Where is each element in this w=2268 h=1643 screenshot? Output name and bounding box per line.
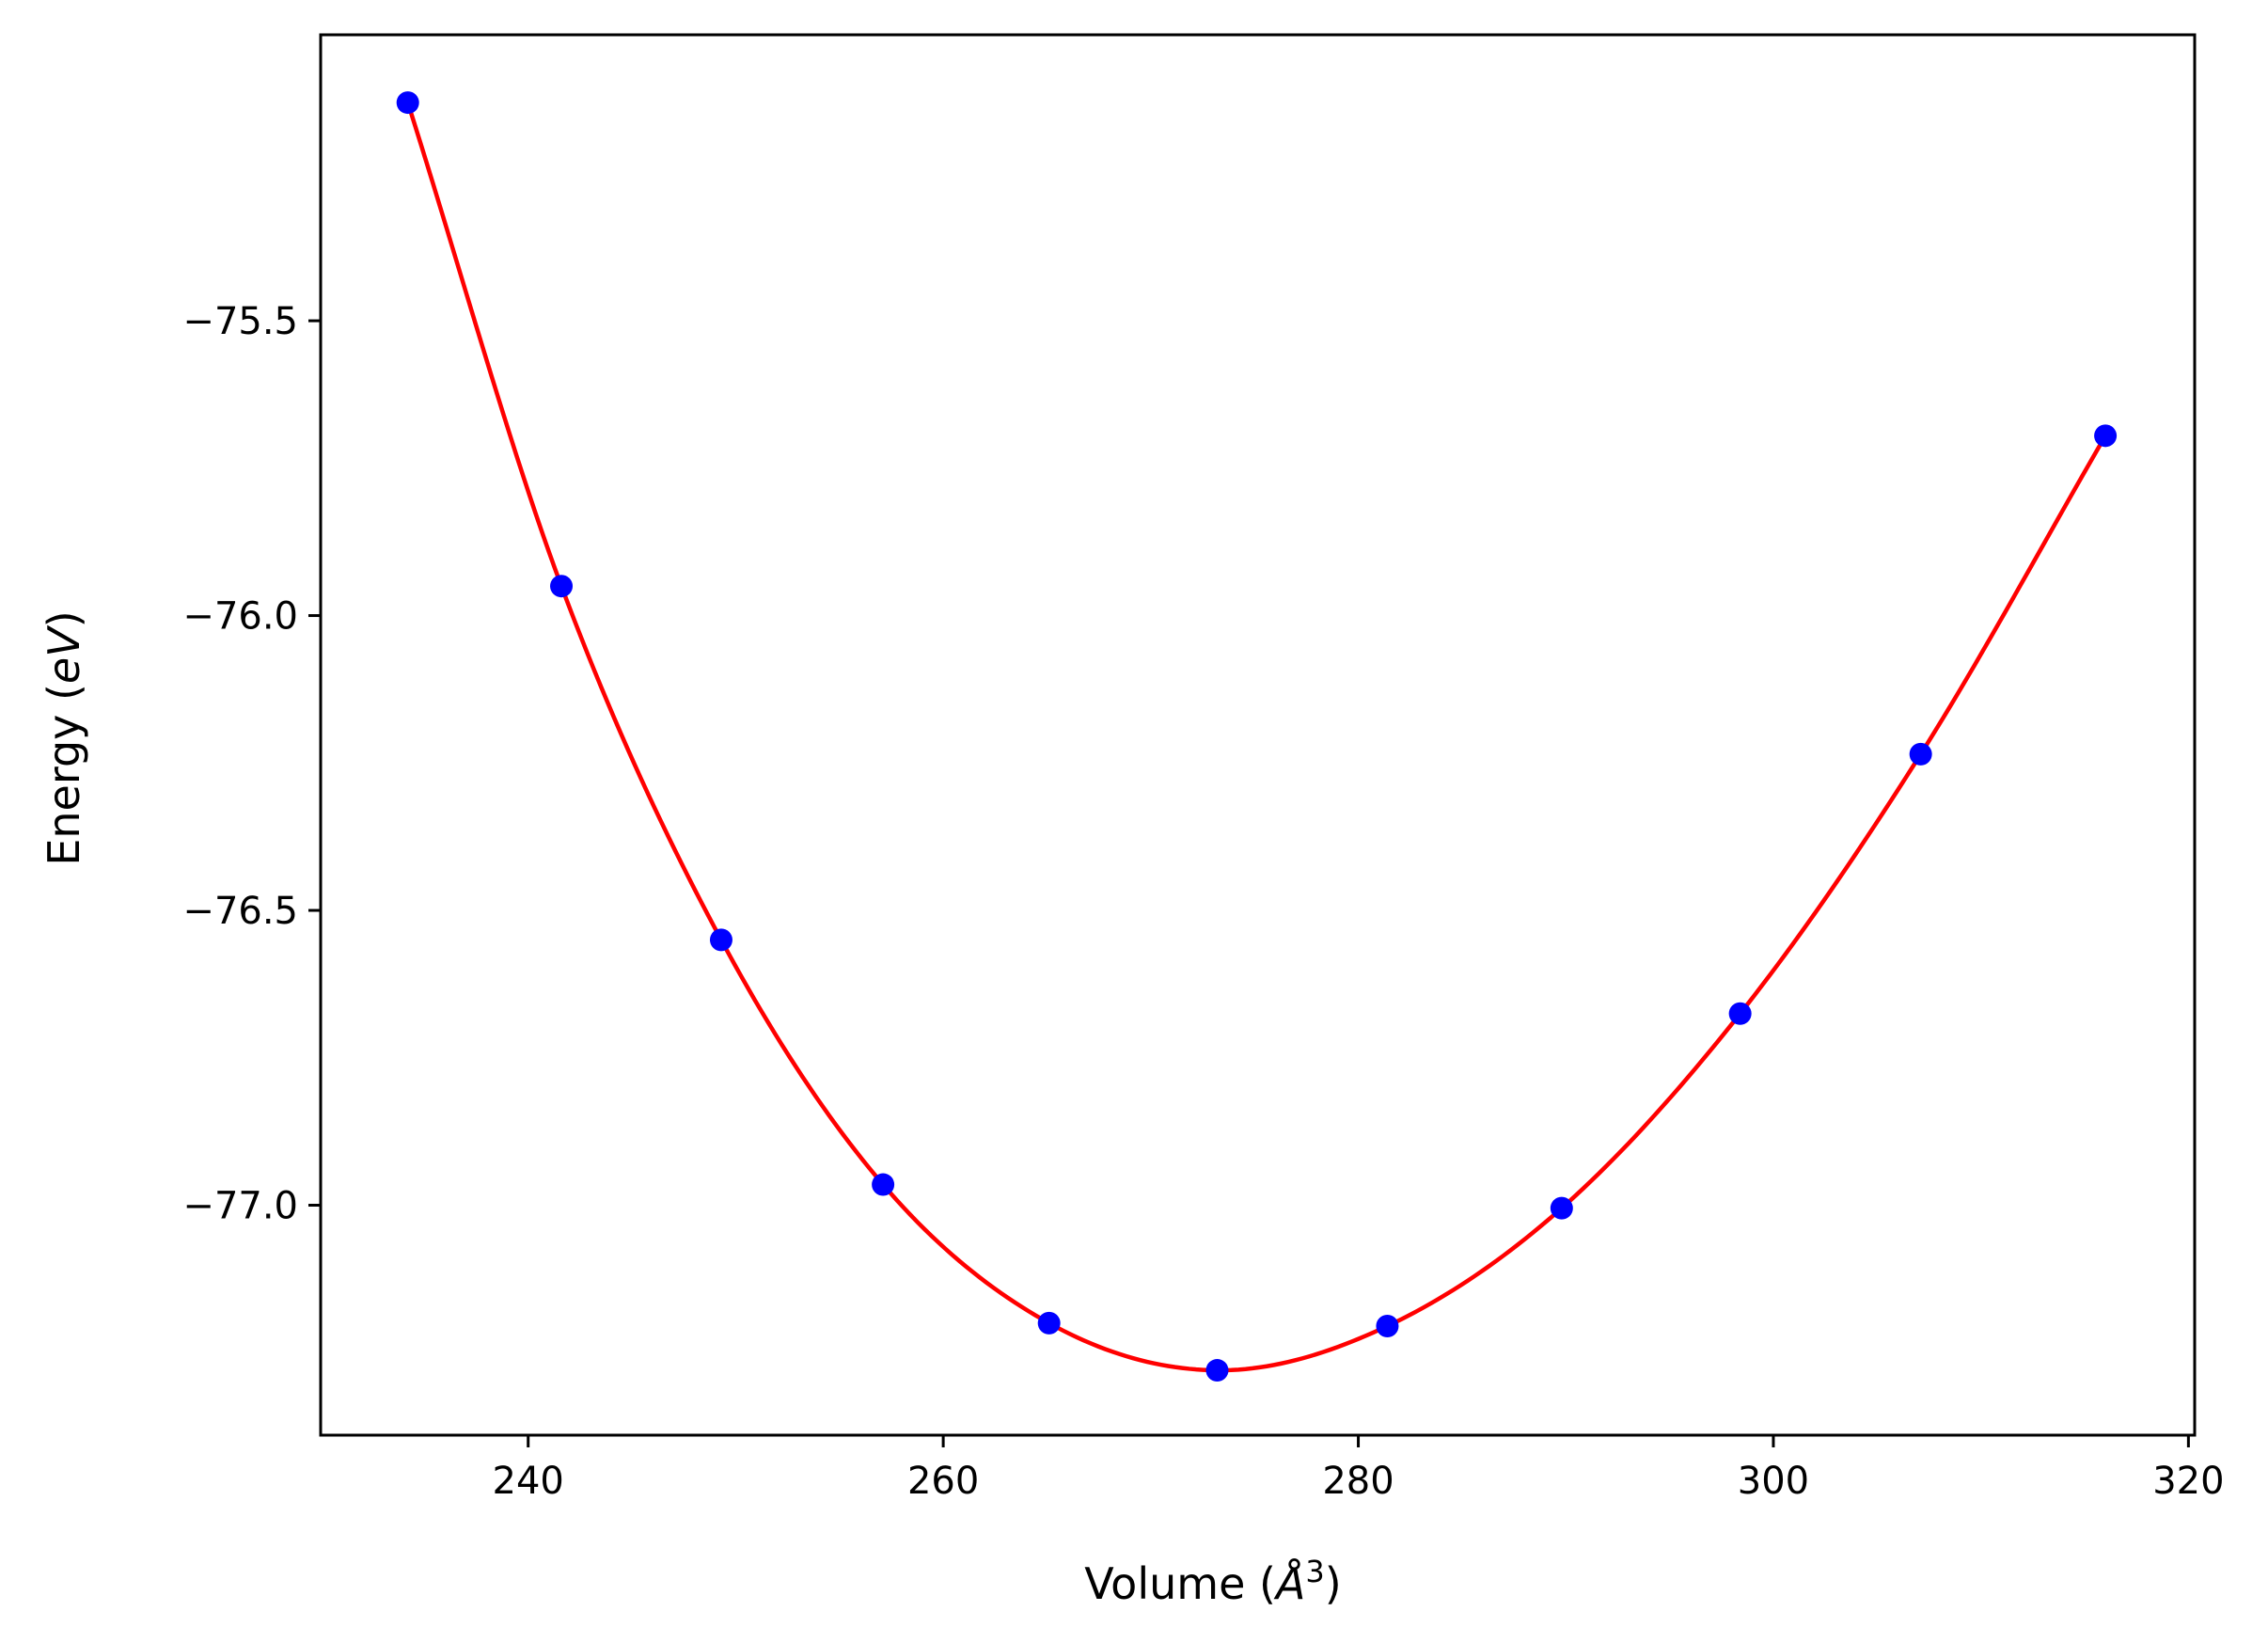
- data-point: [1728, 1002, 1752, 1025]
- y-tick-label: −75.5: [182, 300, 298, 343]
- data-point: [709, 928, 732, 952]
- y-axis-label: Energy (eV): [39, 610, 89, 865]
- data-point: [872, 1173, 895, 1196]
- x-axis-label-symbol: Å: [1273, 1558, 1305, 1609]
- data-point: [2094, 424, 2118, 448]
- x-axis-label: Volume (Å3): [1084, 1554, 1341, 1609]
- x-axis-label-text: Volume (: [1084, 1558, 1276, 1609]
- plot-frame: [319, 33, 2197, 1437]
- x-axis-label-exponent: 3: [1305, 1554, 1324, 1589]
- x-tick-label: 300: [1738, 1460, 1809, 1503]
- data-point: [1037, 1311, 1061, 1335]
- y-tick-label: −77.0: [182, 1184, 298, 1227]
- y-axis-label-close: ): [39, 610, 89, 627]
- y-axis-ticks: −75.5 −76.0 −76.5 −77.0: [182, 300, 321, 1227]
- x-axis-label-close: ): [1325, 1558, 1342, 1609]
- data-points-layer: [396, 91, 2118, 1382]
- x-tick-label: 260: [907, 1460, 979, 1503]
- x-tick-label: 320: [2152, 1460, 2224, 1503]
- x-tick-label: 240: [493, 1460, 564, 1503]
- data-point: [1205, 1359, 1229, 1382]
- data-point: [550, 575, 574, 598]
- x-axis-ticks: 240 260 280 300 320: [493, 1435, 2225, 1503]
- y-tick-label: −76.5: [182, 890, 298, 933]
- y-axis-label-text: Energy (: [39, 684, 89, 866]
- y-tick-label: −76.0: [182, 595, 298, 639]
- data-point: [1909, 742, 1932, 766]
- data-point: [1376, 1315, 1399, 1338]
- data-point: [396, 91, 419, 115]
- data-point: [1550, 1196, 1573, 1220]
- y-axis-label-unit: eV: [39, 624, 89, 684]
- x-tick-label: 280: [1322, 1460, 1394, 1503]
